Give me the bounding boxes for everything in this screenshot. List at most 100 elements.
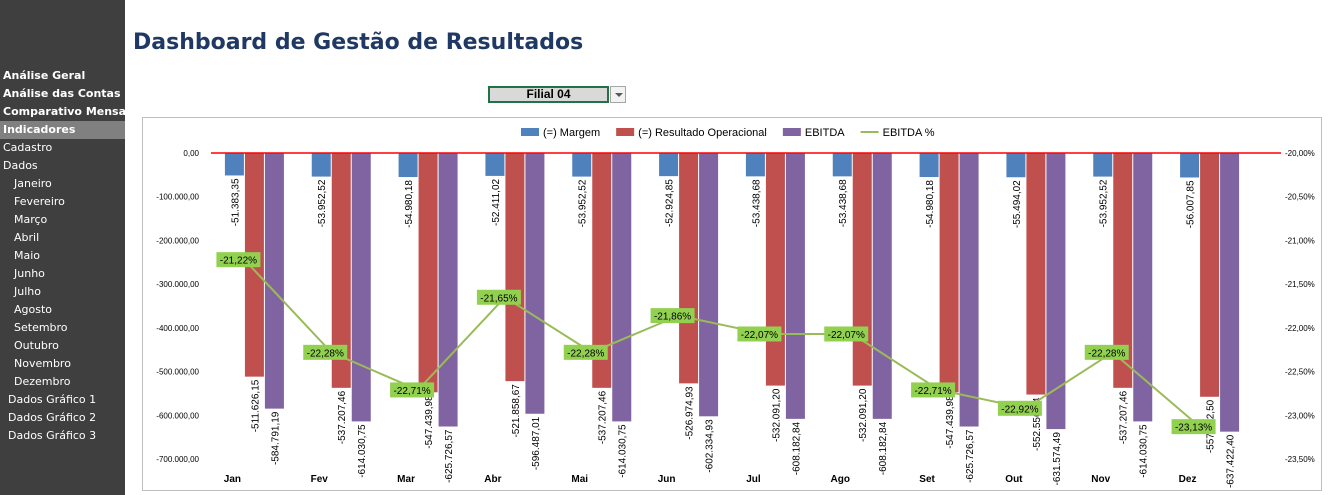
- x-tick-label: Fev: [311, 474, 329, 485]
- filial-select[interactable]: Filial 04: [488, 86, 609, 103]
- legend-label: EBITDA %: [883, 127, 935, 139]
- data-label: -532.091,20: [771, 388, 782, 442]
- bar: [418, 153, 438, 393]
- pct-label-bg: [911, 382, 956, 398]
- x-tick-label: Jan: [224, 474, 241, 485]
- y-tick-label: -600.000,00: [156, 411, 199, 420]
- data-label: -511.626,15: [250, 379, 261, 432]
- sidebar-item[interactable]: Junho: [14, 267, 45, 280]
- bar: [1093, 153, 1113, 177]
- data-label: -608.182,84: [791, 421, 802, 475]
- pct-label: -22,28%: [307, 348, 344, 359]
- bar: [1133, 153, 1153, 422]
- data-label: -537.207,46: [1119, 390, 1130, 444]
- data-label: -552.556,24: [1032, 397, 1043, 451]
- bar: [351, 153, 371, 422]
- bar: [398, 153, 418, 178]
- sidebar-item[interactable]: Setembro: [14, 321, 68, 334]
- bar: [572, 153, 592, 177]
- pct-label: -21,65%: [480, 293, 517, 304]
- bar: [224, 153, 244, 176]
- sidebar-item[interactable]: Maio: [14, 249, 41, 262]
- legend-label: (=) Resultado Operacional: [638, 127, 767, 139]
- y-tick-label: 0,00: [183, 149, 199, 158]
- sidebar-item[interactable]: Dados Gráfico 1: [8, 393, 97, 406]
- pct-label: -22,28%: [567, 348, 604, 359]
- x-tick-label: Dez: [1179, 474, 1197, 485]
- sidebar-item[interactable]: Agosto: [14, 303, 53, 316]
- pct-label: -21,22%: [220, 256, 257, 267]
- sidebar-item[interactable]: Janeiro: [14, 177, 52, 190]
- x-tick-label: Ago: [831, 474, 850, 485]
- sidebar: Análise Geral Análise das Contas Comparati…: [0, 0, 130, 495]
- data-label: -51.383,35: [230, 178, 241, 226]
- data-label: -614.030,75: [1139, 424, 1150, 478]
- chart-svg: 0,00 -100.000,00 -200.000,00 -300.000,00 -40…: [156, 127, 1315, 488]
- sidebar-item[interactable]: Análise das Contas: [3, 87, 121, 100]
- sidebar-item[interactable]: Julho: [14, 285, 41, 298]
- pct-label: -21,86%: [654, 312, 691, 323]
- data-label: -631.574,49: [1052, 432, 1063, 486]
- sidebar-item[interactable]: Comparativo Mensal: [3, 105, 130, 118]
- y2-tick-label: -22,50%: [1285, 368, 1315, 377]
- bar: [699, 153, 719, 417]
- bar: [679, 153, 699, 384]
- data-label: -526.974,93: [685, 386, 696, 440]
- bar: [311, 153, 331, 177]
- pct-label-bg: [476, 289, 521, 305]
- x-tick-label: Out: [1005, 474, 1023, 485]
- bar: [852, 153, 872, 386]
- data-label: -608.182,84: [878, 421, 889, 475]
- sidebar-item[interactable]: Indicadores: [0, 121, 125, 139]
- pct-label: -22,07%: [828, 330, 865, 341]
- data-label: -547.439,98: [945, 395, 956, 449]
- sidebar-item[interactable]: Cadastro: [3, 141, 53, 154]
- pct-label: -22,92%: [1001, 404, 1038, 415]
- legend-label: EBITDA: [805, 127, 845, 139]
- data-label: -53.952,52: [578, 179, 589, 227]
- pct-label-bg: [1084, 344, 1129, 360]
- bar: [919, 153, 939, 178]
- y-tick-label: -300.000,00: [156, 280, 199, 289]
- data-label: -52.924,85: [665, 179, 676, 227]
- sidebar-item[interactable]: Dados Gráfico 2: [8, 411, 97, 424]
- data-label: -614.030,75: [618, 424, 629, 478]
- bar: [785, 153, 805, 419]
- data-label: -584.791,19: [270, 411, 281, 465]
- data-label: -596.487,01: [531, 416, 542, 470]
- y2-tick-label: -23,00%: [1285, 411, 1315, 420]
- chevron-down-icon[interactable]: [610, 86, 626, 103]
- legend-swatch: [521, 128, 539, 136]
- bar: [1180, 153, 1200, 178]
- legend-label: (=) Margem: [543, 127, 600, 139]
- data-label: -55.494,02: [1012, 180, 1023, 228]
- y-tick-label: -500.000,00: [156, 368, 199, 377]
- x-tick-label: Abr: [484, 474, 501, 485]
- sidebar-item[interactable]: Março: [14, 213, 48, 226]
- legend-swatch: [782, 128, 801, 136]
- sidebar-item[interactable]: Abril: [14, 231, 40, 244]
- sidebar-item[interactable]: Novembro: [14, 357, 71, 370]
- sidebar-item[interactable]: Dezembro: [14, 375, 71, 388]
- sidebar-item[interactable]: Análise Geral: [3, 69, 86, 82]
- pct-label: -22,07%: [741, 330, 778, 341]
- sidebar-item[interactable]: Outubro: [14, 339, 59, 352]
- pct-label-bg: [390, 382, 435, 398]
- x-tick-label: Jul: [746, 474, 761, 485]
- data-label: -537.207,46: [337, 390, 348, 444]
- y-tick-label: -200.000,00: [156, 236, 199, 245]
- pct-label: -22,28%: [1088, 348, 1125, 359]
- y2-tick-label: -21,50%: [1285, 280, 1315, 289]
- bar: [745, 153, 765, 177]
- data-label: -537.207,46: [598, 390, 609, 444]
- sidebar-item[interactable]: Dados: [3, 159, 38, 172]
- bar: [612, 153, 632, 422]
- x-tick-label: Nov: [1091, 474, 1110, 485]
- y2-tick-label: -20,50%: [1285, 193, 1315, 202]
- chart-area: 0,00 -100.000,00 -200.000,00 -300.000,00 -40…: [142, 117, 1322, 491]
- data-label: -54.980,18: [404, 180, 415, 228]
- bar: [438, 153, 458, 427]
- sidebar-item[interactable]: Fevereiro: [14, 195, 65, 208]
- sidebar-item[interactable]: Dados Gráfico 3: [8, 429, 97, 442]
- bar: [1026, 153, 1046, 395]
